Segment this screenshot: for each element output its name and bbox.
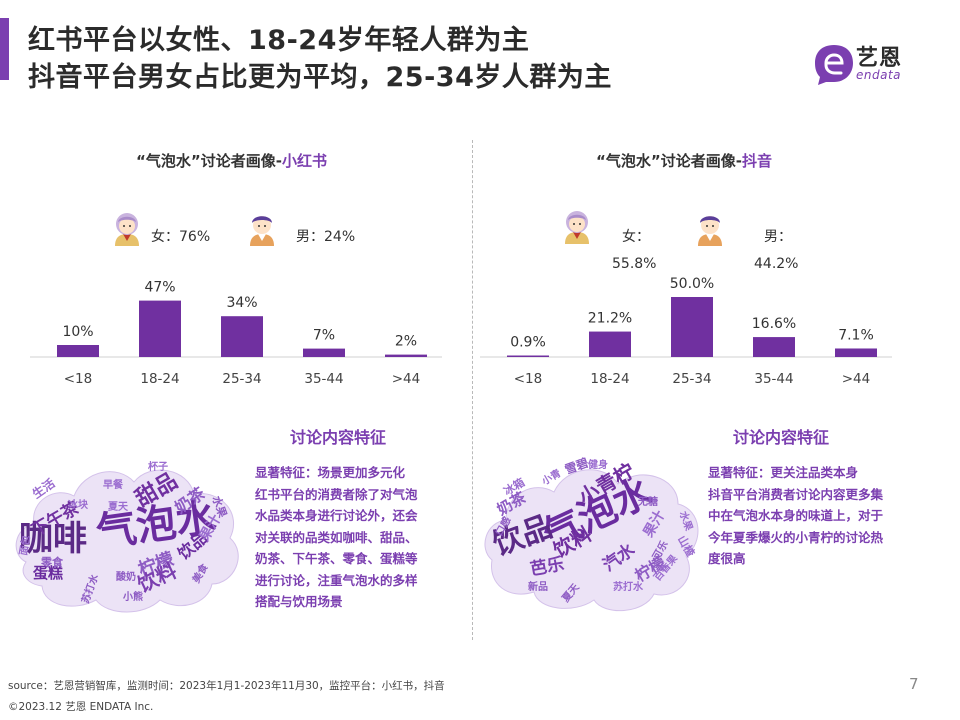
x-tick-label: >44 xyxy=(842,371,871,387)
bar-value-label: 21.2% xyxy=(588,311,632,327)
word-cloud-term: 杯子 xyxy=(148,460,168,473)
bar-value-label: 47% xyxy=(144,280,175,296)
bar-value-label: 7% xyxy=(313,328,335,344)
x-tick-label: >44 xyxy=(392,371,421,387)
word-cloud-term: 蛋糕 xyxy=(33,564,63,582)
word-cloud-term: 咖啡 xyxy=(19,519,87,559)
male-avatar-icon xyxy=(698,216,722,246)
description-line: 今年夏季爆火的小青柠的讨论热 xyxy=(708,529,884,545)
x-tick-label: 35-44 xyxy=(304,371,343,387)
page-title-line1: 红书平台以女性、18-24岁年轻人群为主 xyxy=(28,25,530,56)
bar-value-label: 16.6% xyxy=(752,316,796,332)
page-number: 7 xyxy=(909,675,919,693)
right-section-title: 讨论内容特征 xyxy=(733,428,830,447)
bar-value-label: 50.0% xyxy=(670,276,714,292)
bar-<18 xyxy=(57,345,99,357)
female-avatar-icon xyxy=(565,211,589,244)
description-line: 显著特征：场景更加多元化 xyxy=(255,465,406,480)
x-tick-label: 18-24 xyxy=(590,371,629,387)
x-tick-label: 25-34 xyxy=(672,371,711,387)
right-female-share: 55.8% xyxy=(612,256,657,272)
word-cloud-term: 苏打水 xyxy=(613,580,644,593)
word-cloud-term: 酸奶 xyxy=(116,570,136,583)
right-description: 显著特征：更关注品类本身抖音平台消费者讨论内容更多集 中在气泡水本身的味道上，对于… xyxy=(708,462,923,570)
left-description: 显著特征：场景更加多元化 红书平台的消费者除了对气泡 水品类本身进行讨论外，还会 对关… xyxy=(255,462,455,613)
left-panel-title-prefix: “气泡水”讨论者画像- xyxy=(136,152,282,170)
bar->44 xyxy=(385,354,427,357)
left-word-cloud: 气泡水咖啡甜品奶茶下午茶柠檬饮料饮品果汁蛋糕零食生活水果杯子小熊面包苏打水早餐酸… xyxy=(15,460,239,613)
bar-value-label: 2% xyxy=(395,334,417,350)
left-section-title: 讨论内容特征 xyxy=(290,428,387,447)
description-line: 搭配与饮用场景 xyxy=(255,594,343,609)
bar-<18 xyxy=(507,355,549,357)
description-line: 进行讨论，注重气泡水的多样 xyxy=(255,572,418,588)
word-cloud-term: 夏天 xyxy=(107,501,129,513)
right-panel-title: “气泡水”讨论者画像-抖音 xyxy=(596,150,772,171)
word-cloud-term: 小熊 xyxy=(122,590,143,603)
x-tick-label: 25-34 xyxy=(222,371,261,387)
right-male-label: 男： xyxy=(764,229,792,245)
x-tick-label: <18 xyxy=(514,371,543,387)
left-female-share: 女：76% xyxy=(151,229,211,245)
page-title-line2: 抖音平台男女占比更为平均，25-34岁人群为主 xyxy=(28,62,612,93)
word-cloud-term: 健身 xyxy=(588,458,608,471)
cloud-shape xyxy=(15,469,239,613)
bar-value-label: 0.9% xyxy=(510,335,546,351)
description-line: 度很高 xyxy=(708,551,746,566)
description-line: 水品类本身进行讨论外，还会 xyxy=(255,508,418,523)
right-panel-title-platform: 抖音 xyxy=(741,152,772,170)
right-female-label: 女： xyxy=(622,229,650,245)
bar-18-24 xyxy=(589,331,631,357)
bar-25-34 xyxy=(671,297,713,357)
cloud-shape xyxy=(484,469,699,612)
word-cloud-term: 冰块 xyxy=(68,498,89,511)
bar-value-label: 7.1% xyxy=(838,327,874,343)
bar-18-24 xyxy=(139,300,181,357)
left-male-share: 男：24% xyxy=(296,229,356,245)
description-line: 显著特征：更关注品类本身 xyxy=(708,465,859,480)
description-line: 奶茶、下午茶、零食、蛋糕等 xyxy=(255,551,418,566)
x-tick-label: 35-44 xyxy=(754,371,793,387)
description-line: 抖音平台消费者讨论内容更多集 xyxy=(708,486,884,502)
word-cloud-term: 新品 xyxy=(528,580,548,593)
bar-25-34 xyxy=(221,316,263,357)
copyright: ©2023.12 艺恩 ENDATA Inc. xyxy=(8,701,154,713)
word-cloud-term: 早餐 xyxy=(103,478,124,491)
female-avatar-icon xyxy=(115,213,139,246)
left-panel-title: “气泡水”讨论者画像-小红书 xyxy=(136,150,327,171)
description-line: 中在气泡水本身的味道上，对于 xyxy=(708,508,884,523)
source-note: source：艺恩营销智库，监测时间：2023年1月1-2023年11月30，监… xyxy=(8,680,445,692)
male-avatar-icon xyxy=(250,216,274,246)
word-cloud-term: 无糖 xyxy=(637,495,658,508)
title-accent-bar xyxy=(0,18,9,80)
right-age-bar-chart: 0.9% <18 21.2% 18-24 50.0% 25-34 16.6% 35-44 7.1… xyxy=(480,276,892,387)
logo-chinese-name: 艺恩 xyxy=(856,46,903,71)
left-panel-title-platform: 小红书 xyxy=(281,152,327,170)
bar-value-label: 10% xyxy=(62,324,93,340)
bar-35-44 xyxy=(753,337,795,357)
bar-value-label: 34% xyxy=(226,295,257,311)
panel-divider xyxy=(472,140,473,640)
logo-english-name: endata xyxy=(856,68,902,82)
description-line: 红书平台的消费者除了对气泡 xyxy=(255,486,418,502)
word-cloud-term: 零食 xyxy=(40,555,64,569)
right-male-share: 44.2% xyxy=(754,256,799,272)
left-age-bar-chart: 10% <18 47% 18-24 34% 25-34 7% 35-44 2% >44 xyxy=(30,280,442,387)
endata-logo: 艺恩 endata xyxy=(812,40,927,86)
x-tick-label: 18-24 xyxy=(140,371,179,387)
x-tick-label: <18 xyxy=(64,371,93,387)
endata-logo-icon xyxy=(815,45,853,85)
right-panel-title-prefix: “气泡水”讨论者画像- xyxy=(596,152,742,170)
word-cloud-term: 面包 xyxy=(16,534,32,556)
bar-35-44 xyxy=(303,348,345,357)
description-line: 对关联的品类如咖啡、甜品、 xyxy=(255,529,418,545)
bar->44 xyxy=(835,348,877,357)
